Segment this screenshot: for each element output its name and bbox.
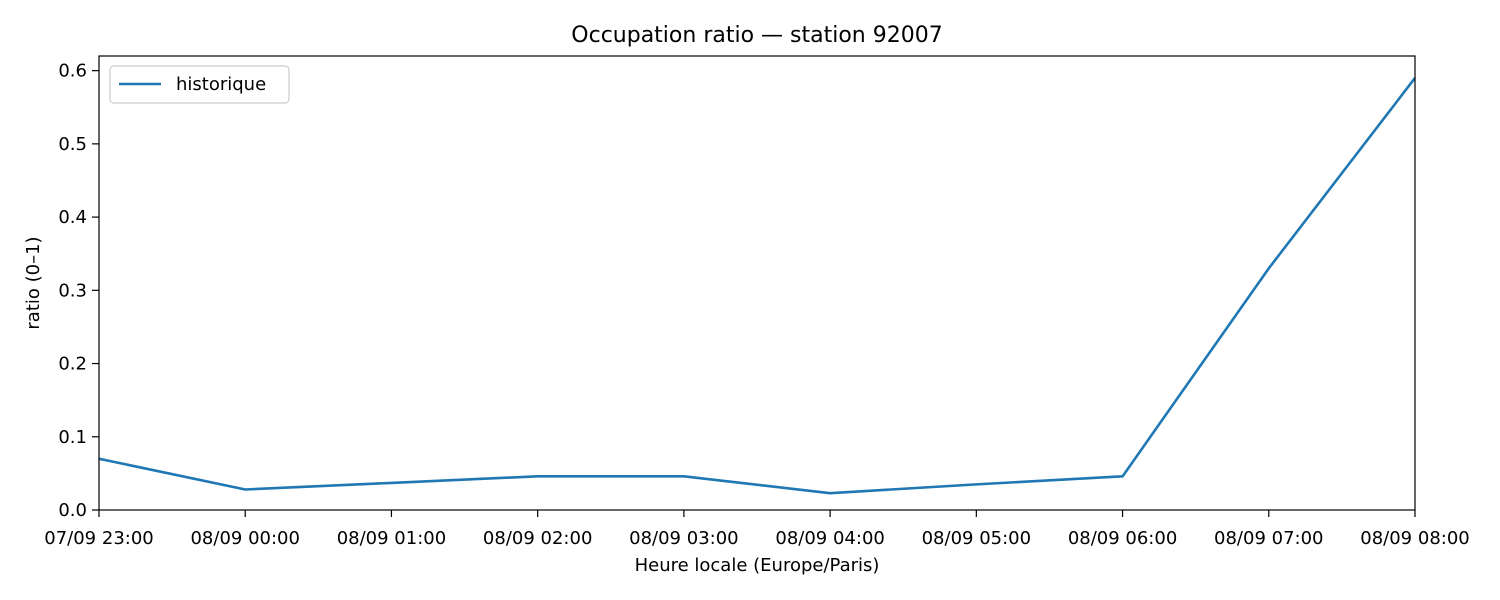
legend: historique (109, 65, 290, 104)
x-axis-ticks: 07/09 23:00 08/09 00:00 08/09 01:00 08/09 0… (44, 510, 1470, 549)
y-tick-label: 0.6 (58, 61, 87, 82)
legend-label-historique: historique (176, 74, 266, 95)
y-tick-label: 0.4 (58, 207, 87, 228)
x-tick-label: 08/09 08:00 (1360, 528, 1469, 549)
x-tick-label: 08/09 03:00 (629, 528, 738, 549)
y-tick-label: 0.2 (58, 354, 87, 375)
x-tick-label: 07/09 23:00 (44, 528, 153, 549)
y-axis-label: ratio (0–1) (23, 236, 44, 329)
data-point (682, 474, 686, 478)
y-tick-label: 0.0 (58, 500, 87, 521)
x-tick-label: 08/09 07:00 (1214, 528, 1323, 549)
data-point (389, 481, 393, 485)
x-tick-label: 08/09 04:00 (775, 528, 884, 549)
x-tick-label: 08/09 00:00 (190, 528, 299, 549)
data-point (536, 474, 540, 478)
x-tick-label: 08/09 01:00 (337, 528, 446, 549)
x-tick-label: 08/09 05:00 (922, 528, 1031, 549)
plot-frame (98, 55, 1416, 511)
y-axis-ticks: 0.0 0.1 0.2 0.3 0.4 0.5 0.6 (58, 61, 99, 521)
y-tick-label: 0.1 (58, 427, 87, 448)
y-tick-label: 0.3 (58, 280, 87, 301)
legend-box (109, 65, 290, 104)
y-tick-label: 0.5 (58, 134, 87, 155)
data-point (974, 482, 978, 486)
data-point (828, 491, 832, 495)
chart-title: Occupation ratio — station 92007 (571, 23, 942, 48)
series-line-historique (98, 77, 1417, 495)
data-point (1267, 266, 1271, 270)
x-tick-label: 08/09 06:00 (1068, 528, 1177, 549)
data-point (1121, 474, 1125, 478)
x-tick-label: 08/09 02:00 (483, 528, 592, 549)
data-point (243, 487, 247, 491)
x-axis-label: Heure locale (Europe/Paris) (635, 555, 880, 576)
